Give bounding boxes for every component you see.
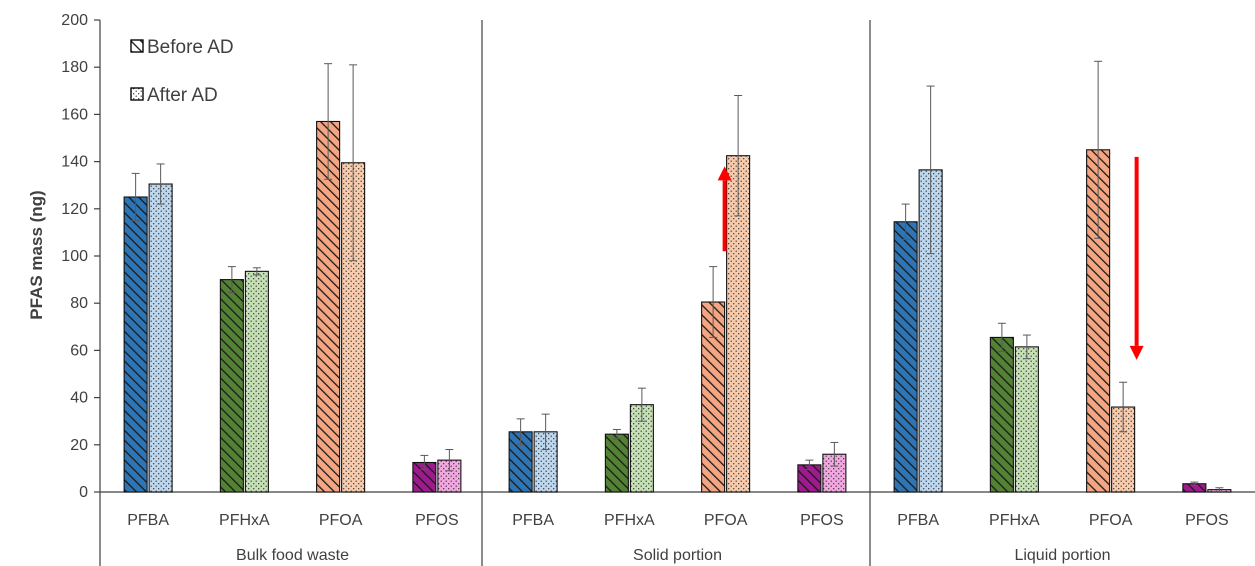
bar-before-pfba (123, 172, 148, 493)
legend-item-before: Before AD (130, 37, 234, 58)
y-tick-label: 60 (70, 342, 88, 359)
bar-before-pfhxa (989, 322, 1014, 493)
category-label-pfos: PFOS (800, 512, 844, 529)
bar-before-pfos (412, 454, 437, 493)
bar-after-pfos (1207, 487, 1232, 493)
bar-after-pfba (918, 85, 943, 493)
bar-before-pfba (508, 418, 533, 493)
category-label-pfba: PFBA (897, 512, 939, 529)
category-label-pfoa: PFOA (1089, 512, 1133, 529)
bar-after-pfoa (341, 64, 366, 493)
bar-after-pfba (533, 413, 558, 493)
category-label-pfhxa: PFHxA (604, 512, 655, 529)
arrow-head (717, 166, 732, 181)
legend-label-after: After AD (147, 85, 218, 106)
legend: Before AD After AD (130, 37, 234, 106)
legend-swatch-before-pattern (130, 39, 144, 53)
bar-before-pfoa (1086, 60, 1111, 493)
category-label-pfhxa: PFHxA (219, 512, 270, 529)
bar-after-pfhxa (629, 387, 654, 493)
bar-after-pfos (437, 449, 462, 493)
group-label: Bulk food waste (236, 547, 349, 564)
arrow-head (1129, 345, 1144, 360)
bar-before-pfba (893, 203, 918, 493)
bar-before-pfoa (316, 63, 341, 493)
y-tick-label: 200 (61, 12, 88, 29)
bar-after-pfoa (1111, 381, 1136, 493)
bar-pattern (604, 433, 629, 493)
bar-pattern (893, 221, 918, 493)
category-label-pfos: PFOS (415, 512, 459, 529)
category-label-pfoa: PFOA (704, 512, 748, 529)
bar-pattern (244, 270, 269, 493)
bar-pattern (219, 279, 244, 493)
bar-after-pfhxa (1014, 334, 1039, 493)
y-tick-label: 20 (70, 437, 88, 454)
category-label-pfhxa: PFHxA (989, 512, 1040, 529)
bar-pattern (1014, 346, 1039, 493)
legend-swatch-after-pattern (130, 87, 144, 101)
bar-before-pfos (1182, 481, 1207, 493)
y-tick-label: 180 (61, 59, 88, 76)
group-label: Solid portion (633, 547, 722, 564)
legend-label-before: Before AD (147, 37, 234, 58)
y-tick-label: 80 (70, 295, 88, 312)
category-label-pfos: PFOS (1185, 512, 1229, 529)
bar-pattern (989, 336, 1014, 493)
group-label: Liquid portion (1014, 547, 1110, 564)
y-tick-label: 100 (61, 248, 88, 265)
y-axis-label: PFAS mass (ng) (27, 190, 46, 319)
bar-before-pfos (797, 459, 822, 493)
category-label-pfoa: PFOA (319, 512, 363, 529)
bar-before-pfoa (701, 266, 726, 493)
labels: 0 20 40 60 80 100 120 140 160 180 200 PFBA PFHxA PFOA… (61, 12, 1228, 564)
legend-item-after: After AD (130, 85, 218, 106)
bars (123, 60, 1232, 493)
bar-before-pfhxa (604, 428, 629, 493)
bar-pattern (123, 196, 148, 493)
category-label-pfba: PFBA (127, 512, 169, 529)
y-tick-label: 120 (61, 201, 88, 218)
trend-arrow-down (1129, 156, 1144, 360)
y-tick-label: 0 (79, 484, 88, 501)
bar-after-pfhxa (244, 267, 269, 493)
y-tick-label: 160 (61, 106, 88, 123)
bar-before-pfhxa (219, 266, 244, 493)
trend-arrow-up (717, 166, 732, 252)
y-tick-label: 140 (61, 154, 88, 171)
bar-after-pfoa (726, 95, 751, 493)
bar-after-pfba (148, 163, 173, 493)
axes (94, 19, 1255, 566)
bar-pattern (148, 183, 173, 493)
bar-after-pfos (822, 441, 847, 493)
y-tick-label: 40 (70, 390, 88, 407)
category-label-pfba: PFBA (512, 512, 554, 529)
